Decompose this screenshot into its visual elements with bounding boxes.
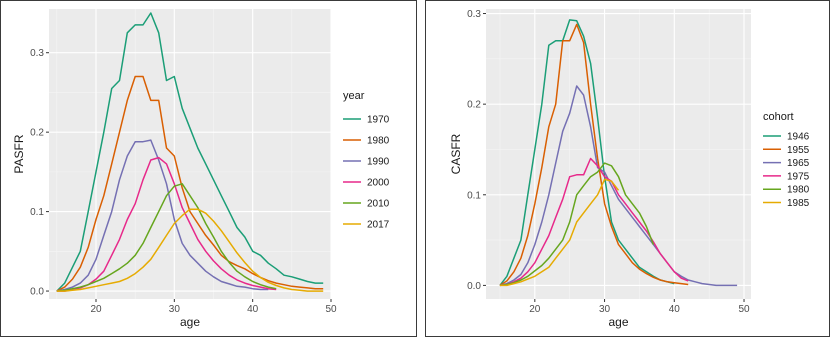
series-line-1985: [499, 178, 620, 287]
series-line-1990: [56, 139, 269, 292]
x-tick-label: 20: [529, 304, 541, 315]
y-tick-label: 0.2: [30, 128, 44, 139]
x-tick-label: 50: [325, 304, 337, 315]
pasfr-chart-panel: 20 30 40 50 0.0 0.1 0.2 0.3 age PASFR year 1970 1980…: [0, 0, 417, 337]
x-tick-label: 40: [247, 304, 259, 315]
y-tick-label: 0.1: [467, 190, 481, 201]
legend-title: cohort: [763, 111, 794, 123]
legend-label-1980: 1980: [787, 185, 810, 196]
x-tick-label: 30: [599, 304, 611, 315]
y-axis-title: PASFR: [12, 134, 26, 173]
x-tick-label: 50: [738, 304, 750, 315]
series-line-1965: [499, 85, 738, 287]
plot-background: [486, 9, 751, 299]
series-line-2017: [56, 208, 324, 292]
series-line-1955: [499, 23, 689, 287]
legend-title: year: [343, 90, 365, 102]
legend-label-1990: 1990: [367, 157, 390, 168]
legend-label-1965: 1965: [787, 158, 810, 169]
x-axis-title: age: [180, 315, 200, 329]
x-tick-label: 20: [90, 304, 102, 315]
legend-label-2010: 2010: [367, 199, 390, 210]
legend-label-1946: 1946: [787, 132, 810, 143]
x-axis-title: age: [608, 315, 628, 329]
legend-label-1980: 1980: [367, 136, 390, 147]
series-line-1980: [56, 75, 324, 292]
y-axis-title: CASFR: [449, 133, 463, 174]
legend-label-2000: 2000: [367, 178, 390, 189]
y-tick-label: 0.2: [467, 100, 481, 111]
y-tick-label: 0.1: [30, 207, 44, 218]
series-line-2010: [56, 183, 277, 292]
x-tick-label: 30: [169, 304, 181, 315]
legend-label-1955: 1955: [787, 145, 810, 156]
legend-label-1985: 1985: [787, 198, 810, 209]
series-line-1980: [499, 162, 655, 287]
legend-label-2017: 2017: [367, 220, 390, 231]
series-line-2000: [56, 156, 277, 292]
x-tick-label: 40: [669, 304, 681, 315]
legend-label-1975: 1975: [787, 171, 810, 182]
y-tick-label: 0.0: [30, 287, 44, 298]
series-line-1975: [499, 157, 689, 287]
y-tick-label: 0.0: [467, 281, 481, 292]
y-tick-label: 0.3: [30, 48, 44, 59]
legend-label-1970: 1970: [367, 115, 390, 126]
casfr-chart: 20 30 40 50 0.0 0.1 0.2 0.3 age CASFR cohort 1946 19…: [449, 9, 810, 329]
series-line-1970: [56, 12, 324, 292]
casfr-chart-panel: 20 30 40 50 0.0 0.1 0.2 0.3 age CASFR cohort 1946 19…: [425, 0, 830, 337]
y-tick-label: 0.3: [467, 9, 481, 20]
series-line-1946: [499, 19, 675, 286]
pasfr-chart: 20 30 40 50 0.0 0.1 0.2 0.3 age PASFR year 1970 1980…: [12, 9, 390, 329]
